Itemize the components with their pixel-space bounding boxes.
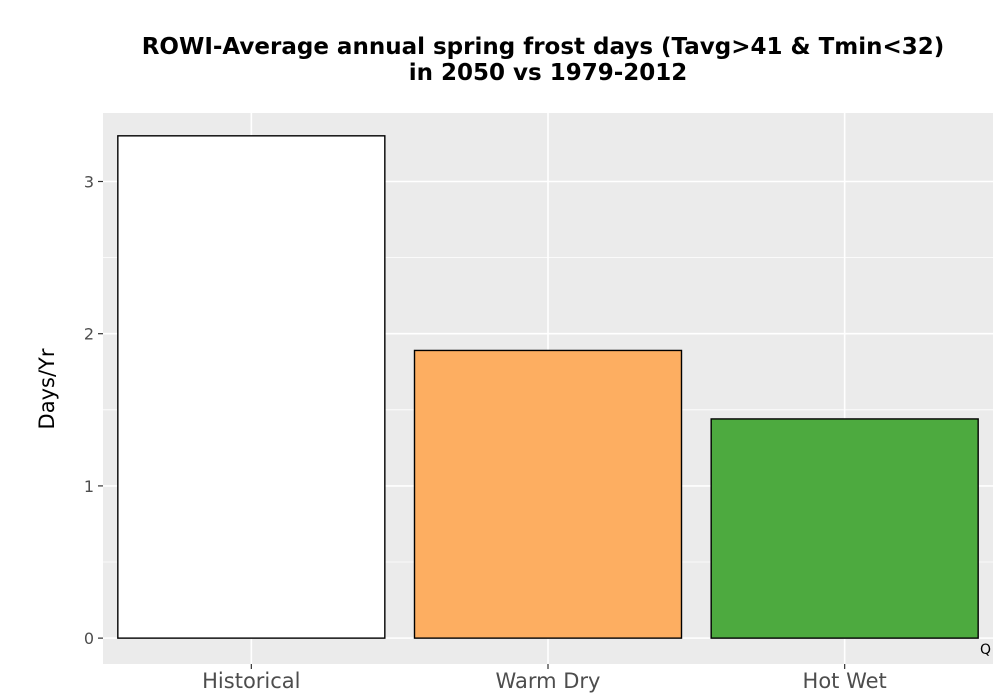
bar-hot-wet: [710, 418, 979, 639]
x-tick-label: Warm Dry: [496, 669, 601, 693]
y-axis-label: Days/Yr: [35, 348, 59, 429]
y-tick-label: 3: [84, 172, 94, 191]
bars: [117, 135, 979, 639]
y-axis: 0 1 2 3: [84, 172, 103, 648]
y-tick-label: 0: [84, 629, 94, 648]
corner-label: Q: [980, 642, 991, 658]
bar-warm-dry: [413, 349, 683, 639]
chart-title-line-1: ROWI-Average annual spring frost days (T…: [142, 34, 945, 60]
y-tick-label: 1: [84, 477, 94, 496]
x-tick-label: Historical: [202, 669, 300, 693]
x-tick-label: Hot Wet: [803, 669, 887, 693]
y-tick-label: 2: [84, 325, 94, 344]
bar-historical: [117, 135, 386, 639]
x-axis: Historical Warm Dry Hot Wet: [202, 664, 887, 693]
chart-title-line-2: in 2050 vs 1979-2012: [409, 60, 688, 86]
